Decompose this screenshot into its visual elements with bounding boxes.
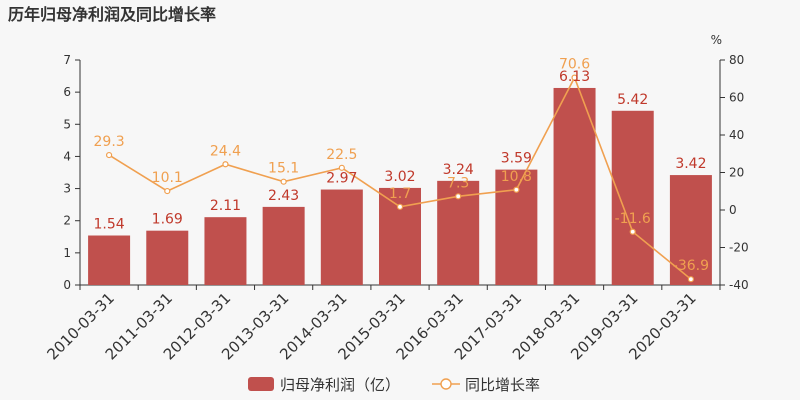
line-series (105, 74, 695, 283)
line-point (513, 186, 520, 193)
y-right-tick-label: -40 (729, 278, 749, 292)
legend-bar-swatch (248, 377, 274, 391)
chart-title: 历年归母净利润及同比增长率 (8, 5, 216, 24)
y-left-tick-label: 4 (63, 149, 71, 163)
line-value-label: 70.6 (559, 57, 590, 73)
y-right-unit: % (711, 33, 722, 47)
y-left-tick-label: 2 (63, 214, 71, 228)
bar-value-label: 3.59 (501, 151, 532, 167)
line-point (164, 187, 171, 195)
y-left-tick-label: 3 (63, 182, 71, 196)
line-point (222, 161, 229, 168)
bar-value-label: 1.69 (152, 212, 183, 228)
bar (262, 206, 305, 285)
y-left-tick-label: 5 (63, 117, 71, 131)
y-right-tick-label: 60 (729, 91, 744, 105)
line-value-label: 1.7 (389, 186, 411, 202)
line-point (629, 228, 636, 235)
line-value-label: -36.9 (673, 258, 709, 274)
bar-series (88, 87, 712, 286)
line-point (280, 178, 287, 185)
bar (204, 217, 247, 285)
y-left-tick-label: 6 (63, 85, 71, 99)
legend: 归母净利润（亿） 同比增长率 (248, 376, 540, 394)
y-right-tick-label: 20 (729, 166, 744, 180)
bar (379, 187, 421, 285)
line-point (396, 203, 404, 210)
line-value-label: 24.4 (210, 143, 241, 159)
line-value-label: 10.8 (501, 169, 532, 185)
legend-line-label: 同比增长率 (465, 376, 540, 394)
bar-value-label: 3.24 (443, 162, 474, 178)
y-right-tick-label: 40 (729, 128, 744, 142)
line-value-label: 22.5 (326, 147, 357, 163)
data-labels: 1.54 1.69 2.11 2.43 2.97 3.02 3.24 3.59 6.13 5.42… (94, 57, 710, 275)
bar (611, 110, 654, 286)
line-point (455, 193, 462, 200)
y-right-tick-label: 0 (729, 203, 737, 217)
y-left-tick-label: 1 (63, 246, 71, 260)
bar-value-label: 2.43 (268, 188, 299, 204)
legend-bar-label: 归母净利润（亿） (280, 376, 400, 394)
bar (669, 175, 712, 285)
y-left-tick-label: 0 (63, 278, 71, 292)
line-point (338, 164, 345, 171)
line-point (687, 276, 695, 283)
bar-value-label: 3.42 (675, 156, 706, 172)
bar-value-label: 3.02 (384, 169, 415, 185)
y-left-tick-label: 7 (63, 53, 71, 67)
line-value-label: 7.3 (447, 175, 469, 191)
line-value-label: 15.1 (268, 161, 299, 177)
line-point (105, 151, 113, 159)
bar (88, 235, 131, 285)
line-point (571, 74, 578, 81)
bar (320, 189, 363, 285)
line-value-label: 29.3 (94, 134, 125, 150)
y-right-tick-label: 80 (729, 53, 744, 67)
line-value-label: -11.6 (615, 211, 651, 227)
bar-value-label: 2.97 (326, 171, 357, 187)
bar-value-label: 1.54 (94, 217, 125, 233)
bar (146, 230, 189, 285)
bar-value-label: 6.13 (559, 69, 590, 85)
bar-value-label: 2.11 (210, 198, 241, 214)
line-value-label: 10.1 (152, 170, 183, 186)
legend-line-marker (440, 378, 452, 390)
bar (553, 87, 596, 285)
bar-value-label: 5.42 (617, 92, 648, 108)
y-right-tick-label: -20 (729, 241, 749, 255)
